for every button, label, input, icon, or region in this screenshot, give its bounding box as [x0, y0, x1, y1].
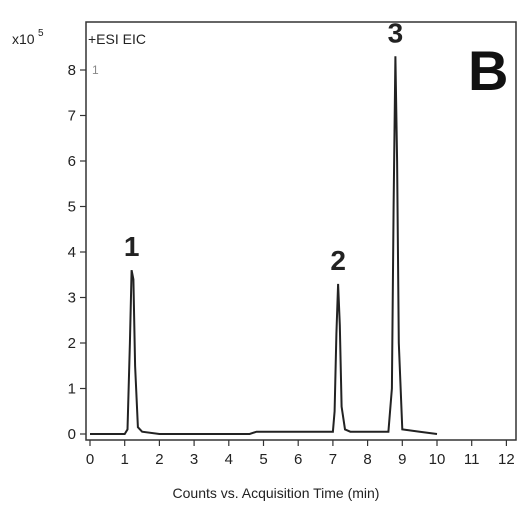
- y-tick-label: 5: [68, 199, 76, 216]
- x-tick-label: 0: [86, 451, 94, 468]
- panel-letter: B: [468, 39, 508, 102]
- peak-label-2: 2: [330, 245, 346, 276]
- x-tick-label: 8: [363, 451, 371, 468]
- y-tick-label: 8: [68, 62, 76, 79]
- x-tick-label: 3: [190, 451, 198, 468]
- trace-number: 1: [92, 63, 99, 77]
- x-tick-label: 4: [225, 451, 233, 468]
- x-tick-label: 1: [121, 451, 129, 468]
- y-tick-label: 7: [68, 108, 76, 125]
- y-tick-label: 2: [68, 335, 76, 352]
- x-tick-label: 11: [464, 451, 480, 468]
- x-tick-label: 9: [398, 451, 406, 468]
- peak-label-1: 1: [124, 231, 140, 262]
- y-tick-label: 1: [68, 381, 76, 398]
- x-axis-title: Counts vs. Acquisition Time (min): [173, 485, 380, 501]
- trace-label: +ESI EIC: [88, 31, 146, 47]
- y-tick-label: 3: [68, 290, 76, 307]
- x-tick-label: 10: [429, 451, 446, 468]
- y-tick-label: 0: [68, 426, 76, 443]
- x-tick-label: 7: [329, 451, 337, 468]
- x-tick-label: 5: [259, 451, 267, 468]
- y-multiplier: x10: [12, 31, 35, 47]
- plot-frame: [85, 21, 517, 441]
- eic-trace: [90, 56, 438, 435]
- y-tick-label: 4: [68, 244, 76, 261]
- y-exponent: 5: [38, 28, 44, 39]
- x-tick-label: 6: [294, 451, 302, 468]
- y-tick-label: 6: [68, 153, 76, 170]
- x-tick-label: 2: [155, 451, 163, 468]
- x-tick-label: 12: [498, 451, 515, 468]
- peak-label-3: 3: [388, 17, 404, 48]
